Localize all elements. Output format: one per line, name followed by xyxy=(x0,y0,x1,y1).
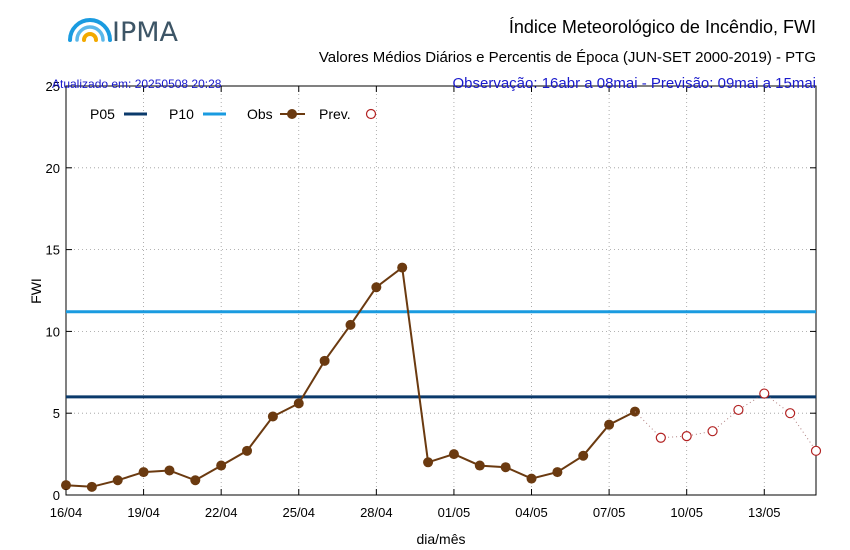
obs-point xyxy=(345,319,356,330)
obs-point xyxy=(552,467,563,478)
axes: 0 5 10 15 20 25 16/04 19/04 22/04 25/04 28/04 01/05… xyxy=(46,79,816,520)
x-tick-label: 25/04 xyxy=(282,505,315,520)
chart-subtitle: Valores Médios Diários e Percentis de Ép… xyxy=(319,49,816,66)
x-tick-label: 28/04 xyxy=(360,505,393,520)
series xyxy=(61,262,822,492)
prev-point xyxy=(759,388,770,399)
x-tick-label: 19/04 xyxy=(127,505,160,520)
reference-lines xyxy=(66,310,816,399)
obs-point xyxy=(423,457,434,468)
obs-point xyxy=(371,282,382,293)
y-tick-label: 0 xyxy=(53,488,60,503)
obs-point xyxy=(293,398,304,409)
obs-point xyxy=(604,419,615,430)
y-axis-label: FWI xyxy=(28,278,44,304)
x-tick-label: 22/04 xyxy=(205,505,238,520)
obs-point xyxy=(112,475,123,486)
ipma-logo: IPMA xyxy=(68,17,179,48)
obs-point xyxy=(319,355,330,366)
legend-swatch-obs-point xyxy=(287,109,297,119)
prev-point xyxy=(655,432,666,443)
x-axis-label: dia/mês xyxy=(416,531,465,547)
legend-label-p10: P10 xyxy=(169,106,194,122)
prev-point xyxy=(681,431,692,442)
obs-point xyxy=(61,480,71,491)
obs-point xyxy=(267,411,278,422)
obs-point xyxy=(500,462,511,473)
ipma-logo-text: IPMA xyxy=(112,17,179,48)
obs-point xyxy=(164,465,175,476)
x-tick-label: 16/04 xyxy=(50,505,83,520)
updated-label: Atualizado em: 20250508 20:28 xyxy=(52,77,222,91)
obs-point xyxy=(448,449,459,460)
y-tick-label: 25 xyxy=(46,79,60,94)
prev-line xyxy=(634,392,817,452)
period-label: Observação: 16abr a 08mai - Previsão: 09… xyxy=(452,75,816,92)
x-tick-label: 10/05 xyxy=(670,505,703,520)
legend-swatch-prev-point xyxy=(365,108,377,120)
x-tick-label: 01/05 xyxy=(438,505,471,520)
x-tick-label: 13/05 xyxy=(748,505,781,520)
x-tick-label: 04/05 xyxy=(515,505,548,520)
obs-point xyxy=(629,406,640,417)
legend-label-obs: Obs xyxy=(247,106,273,122)
y-tick-label: 20 xyxy=(46,161,60,176)
ipma-logo-icon xyxy=(68,18,112,42)
legend-label-p05: P05 xyxy=(90,106,115,122)
y-tick-label: 5 xyxy=(53,406,60,421)
obs-point xyxy=(397,262,408,273)
prev-point xyxy=(733,404,744,416)
prev-point xyxy=(707,426,718,437)
obs-point xyxy=(138,467,149,478)
obs-point xyxy=(216,460,227,471)
grid xyxy=(66,86,816,495)
obs-point xyxy=(190,475,201,486)
obs-point xyxy=(242,445,253,456)
x-tick-label: 07/05 xyxy=(593,505,626,520)
obs-point xyxy=(578,450,589,461)
y-tick-label: 10 xyxy=(46,324,60,339)
plot-area xyxy=(65,85,817,496)
legend: P05 P10 Obs Prev. xyxy=(90,106,377,122)
y-tick-label: 15 xyxy=(46,243,60,258)
obs-point xyxy=(86,481,97,492)
obs-point xyxy=(474,460,485,471)
obs-point xyxy=(526,473,537,484)
prev-point xyxy=(810,445,822,456)
chart-title: Índice Meteorológico de Incêndio, FWI xyxy=(509,17,816,37)
prev-point xyxy=(785,408,796,419)
legend-label-prev: Prev. xyxy=(319,106,351,122)
